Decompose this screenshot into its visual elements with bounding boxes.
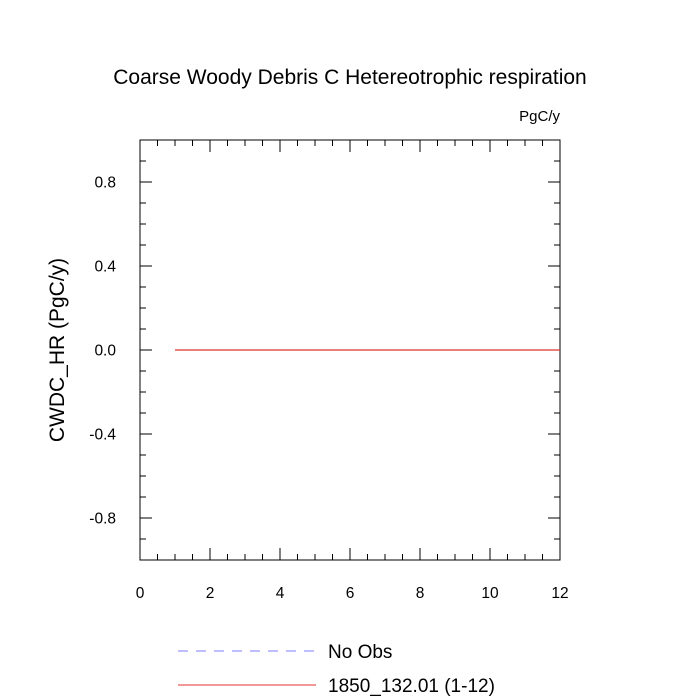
legend-label-0: No Obs [328, 642, 392, 663]
y-tick-label: 0.0 [94, 343, 116, 360]
x-tick-label: 4 [276, 585, 285, 602]
chart-title: Coarse Woody Debris C Hetereotrophic res… [113, 66, 587, 89]
axis-ticks: 0 2 4 6 8 10 12 -0.8 -0.4 0.0 0.4 0.8 [89, 139, 569, 602]
y-tick-label: 0.4 [94, 259, 116, 276]
units-label: PgC/y [519, 108, 560, 125]
x-tick-label: 12 [551, 585, 568, 602]
y-tick-label: -0.4 [89, 427, 116, 444]
x-tick-label: 10 [481, 585, 499, 602]
x-tick-label: 6 [346, 585, 355, 602]
legend: No Obs 1850_132.01 (1-12) [178, 642, 495, 697]
y-tick-label: 0.8 [94, 175, 116, 192]
y-axis-label: CWDC_HR (PgC/y) [46, 258, 69, 442]
x-tick-label: 2 [206, 585, 215, 602]
x-tick-label: 0 [136, 585, 145, 602]
y-tick-label: -0.8 [89, 511, 116, 528]
x-tick-label: 8 [416, 585, 425, 602]
legend-label-1: 1850_132.01 (1-12) [328, 676, 495, 697]
